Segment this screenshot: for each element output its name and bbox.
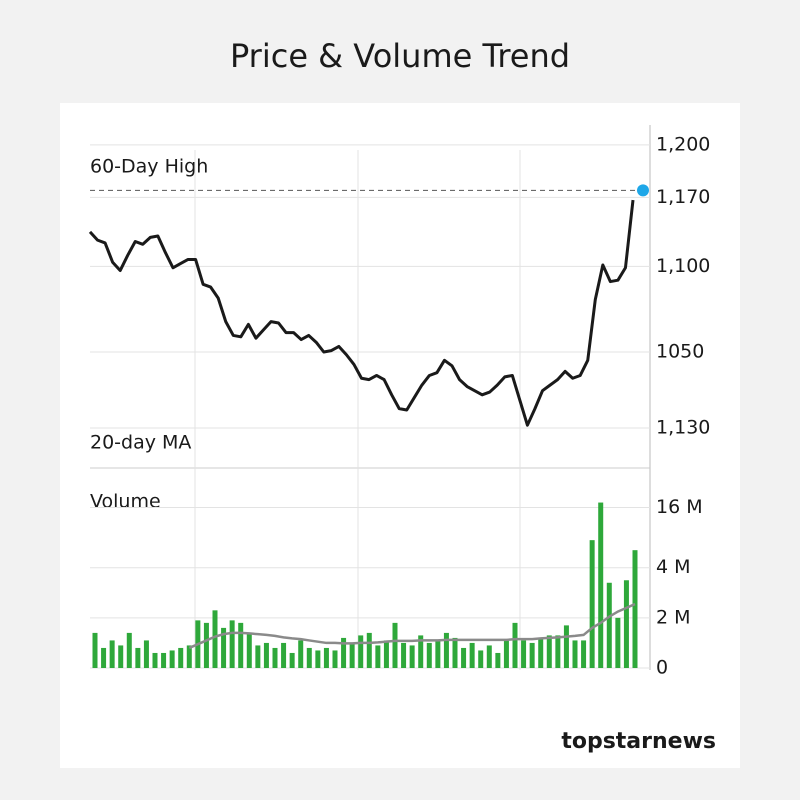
volume-bar	[152, 652, 158, 668]
brand: topstarnews	[561, 729, 716, 754]
volume-bar	[615, 617, 621, 668]
volume-bar	[435, 640, 441, 668]
volume-bar	[118, 645, 124, 668]
volume-bar	[503, 640, 509, 668]
volume-bar	[452, 637, 458, 668]
volume-bar	[238, 622, 244, 668]
volume-bar	[169, 650, 175, 668]
volume-bar	[563, 625, 569, 668]
volume-bar	[392, 622, 398, 668]
volume-bar	[469, 642, 475, 668]
high-marker	[637, 184, 649, 197]
volume-bar	[486, 645, 492, 668]
volume-bar	[401, 642, 407, 668]
volume-bar	[263, 642, 269, 668]
volume-bar	[289, 652, 295, 668]
volume-bar	[366, 632, 372, 668]
y-tick-label: 16 M	[656, 496, 703, 518]
volume-bar	[546, 635, 552, 668]
volume-bar	[246, 632, 252, 668]
y-tick-label: 1,200	[656, 133, 710, 155]
volume-bar	[581, 640, 587, 668]
volume-bar	[349, 642, 355, 668]
volume-bar	[315, 650, 321, 668]
volume-bar	[478, 650, 484, 668]
volume-bar	[409, 645, 415, 668]
volume-bar	[383, 640, 389, 668]
volume-bar	[255, 645, 261, 668]
volume-bar	[589, 540, 595, 668]
volume-bar	[521, 640, 527, 668]
volume-bar	[92, 632, 98, 668]
volume-bar	[101, 647, 107, 668]
volume-bar	[426, 642, 432, 668]
volume-bar	[623, 580, 629, 668]
volume-bar	[418, 635, 424, 668]
y-tick-label: 1,170	[656, 186, 710, 208]
volume-bar	[143, 640, 149, 668]
volume-bar	[178, 647, 184, 668]
volume-bar	[572, 640, 578, 668]
volume-bar	[358, 635, 364, 668]
ma-line	[188, 602, 636, 650]
volume-bar	[512, 622, 518, 668]
volume-bar	[161, 652, 167, 668]
volume-bar	[272, 647, 278, 668]
volume-bar	[443, 632, 449, 668]
volume-bar	[341, 637, 347, 668]
high-label: 60-Day High	[90, 156, 208, 178]
volume-bar	[606, 582, 612, 668]
volume-bar	[529, 642, 535, 668]
volume-bar	[212, 610, 218, 668]
volume-bar	[495, 652, 501, 668]
volume-bar	[332, 650, 338, 668]
volume-bar	[221, 627, 227, 668]
ma-label: 20-day MA	[90, 432, 191, 454]
volume-bar	[109, 640, 115, 668]
y-tick-label: 1,100	[656, 255, 710, 277]
volume-bar	[555, 635, 561, 668]
volume-bar	[203, 622, 209, 668]
volume-bar	[306, 647, 312, 668]
volume-bar	[323, 647, 329, 668]
volume-bar	[375, 645, 381, 668]
volume-bar	[126, 632, 132, 668]
y-tick-label: 4 M	[656, 556, 691, 578]
volume-bar	[229, 620, 235, 668]
y-tick-label: 2 M	[656, 606, 691, 628]
volume-bar	[298, 640, 304, 668]
volume-bar	[461, 647, 467, 668]
y-tick-label: 1,130	[656, 416, 710, 438]
volume-bar	[538, 637, 544, 668]
volume-bar	[281, 642, 287, 668]
y-tick-label: 0	[656, 657, 668, 679]
y-tick-label: 1050	[656, 341, 704, 363]
chart-title: Price & Volume Trend	[230, 37, 570, 75]
volume-bar	[186, 645, 192, 668]
volume-title: Volume	[90, 491, 161, 513]
volume-bar	[632, 550, 638, 668]
volume-bar	[598, 502, 604, 668]
volume-bar	[135, 647, 141, 668]
price-line	[88, 199, 635, 427]
